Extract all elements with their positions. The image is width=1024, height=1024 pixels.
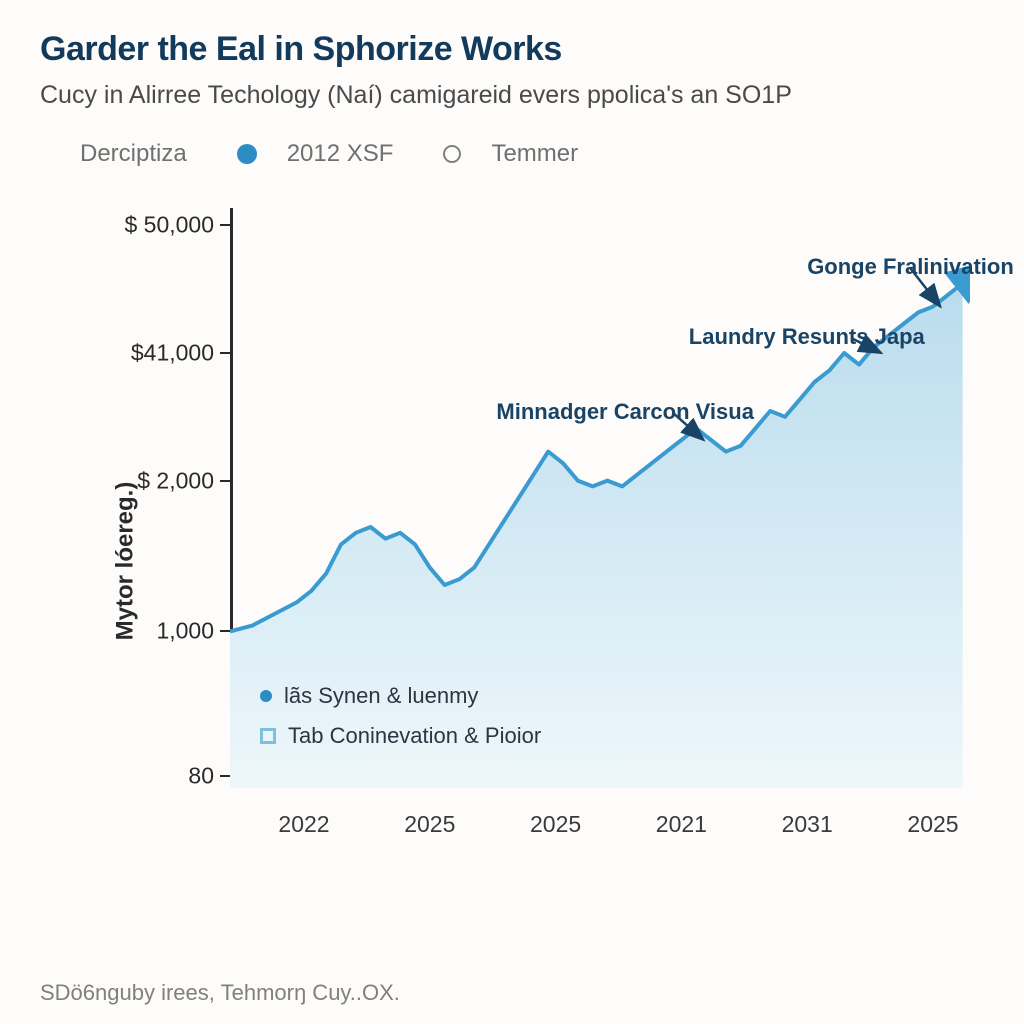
x-tick-label: 2022 (278, 811, 329, 838)
legend-label-3: Temmer (491, 140, 578, 168)
legend-inner: lãs Synen & luenmy Tab Coninevation & Pi… (260, 683, 541, 763)
legend-label-1: Derciptiza (80, 140, 187, 168)
legend-item-hollow: Temmer (443, 140, 578, 168)
y-tick-label: 1,000 (104, 618, 214, 645)
y-tick-label: $41,000 (104, 340, 214, 367)
legend-inner-item-2: Tab Coninevation & Pioior (260, 723, 541, 749)
bullet-square-icon (260, 728, 276, 744)
y-axis-label: Mytor lóereg.) (111, 482, 139, 641)
y-tick-label: $ 2,000 (104, 467, 214, 494)
page-title: Garder the Eal in Sphorize Works (40, 30, 984, 69)
legend-top: Derciptiza 2012 XSF Temmer (40, 140, 984, 168)
x-tick-label: 2025 (530, 811, 581, 838)
chart-annotation: Gonge Fralinivation (807, 254, 1014, 280)
y-tick-mark (220, 630, 230, 632)
legend-inner-label-1: lãs Synen & luenmy (284, 683, 478, 709)
page-subtitle: Cucy in Alirree Techology (Naí) camigare… (40, 81, 984, 110)
y-tick-label: 80 (104, 763, 214, 790)
y-tick-mark (220, 352, 230, 354)
chart-annotation: Minnadger Carcon Visua (496, 399, 754, 425)
footer-text: SDö6nguby irees, Tehmorŋ Cuy..OX. (40, 980, 400, 1006)
bullet-dot-icon (260, 690, 272, 702)
y-tick-mark (220, 224, 230, 226)
chart-annotation: Laundry Resunts Japa (689, 324, 925, 350)
legend-label-2: 2012 XSF (287, 140, 394, 168)
y-tick-mark (220, 775, 230, 777)
legend-item-filled: 2012 XSF (237, 140, 394, 168)
x-tick-label: 2031 (782, 811, 833, 838)
hollow-dot-icon (443, 145, 461, 163)
y-tick-mark (220, 480, 230, 482)
legend-inner-label-2: Tab Coninevation & Pioior (288, 723, 541, 749)
chart-container: Mytor lóereg.) Gonge FralinivationLaundr… (60, 198, 980, 858)
legend-inner-item-1: lãs Synen & luenmy (260, 683, 541, 709)
x-tick-label: 2025 (907, 811, 958, 838)
x-tick-label: 2025 (404, 811, 455, 838)
y-tick-label: $ 50,000 (104, 212, 214, 239)
x-tick-label: 2021 (656, 811, 707, 838)
filled-dot-icon (237, 144, 257, 164)
